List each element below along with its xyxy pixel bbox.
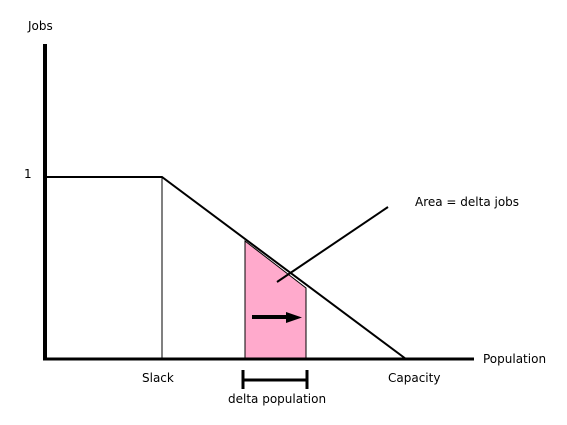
shift-arrow-head xyxy=(286,312,302,323)
area-annotation-label: Area = delta jobs xyxy=(415,195,519,209)
capacity-label: Capacity xyxy=(388,371,440,385)
slack-label: Slack xyxy=(142,371,174,385)
annotation-pointer-line xyxy=(276,206,389,283)
jobs-curve xyxy=(45,176,407,360)
y-tick-label: 1 xyxy=(24,167,32,181)
delta-population-label: delta population xyxy=(228,392,326,406)
y-axis-label: Jobs xyxy=(27,19,53,33)
shaded-area-delta-jobs xyxy=(244,239,307,360)
x-axis-label: Population xyxy=(483,352,546,366)
